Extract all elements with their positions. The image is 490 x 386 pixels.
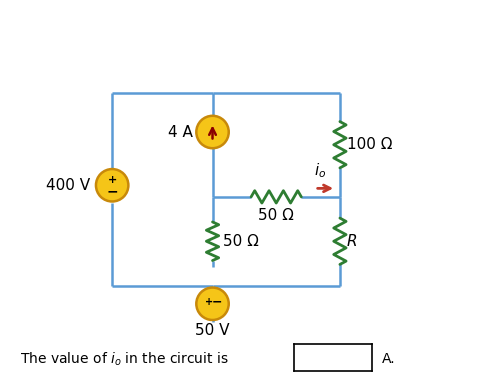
Circle shape bbox=[96, 169, 128, 201]
Text: 50 Ω: 50 Ω bbox=[223, 234, 259, 249]
Text: −: − bbox=[106, 185, 118, 198]
Text: 100 Ω: 100 Ω bbox=[347, 137, 392, 152]
Text: 50 V: 50 V bbox=[196, 323, 230, 338]
Circle shape bbox=[196, 288, 229, 320]
Text: +: + bbox=[107, 175, 117, 185]
Text: 400 V: 400 V bbox=[46, 178, 90, 193]
Circle shape bbox=[196, 116, 229, 148]
Text: −: − bbox=[212, 295, 222, 308]
Text: 50 Ω: 50 Ω bbox=[258, 208, 294, 223]
Text: A.: A. bbox=[382, 352, 396, 366]
Text: The value of $i_o$ in the circuit is: The value of $i_o$ in the circuit is bbox=[20, 350, 228, 368]
Text: +: + bbox=[205, 297, 213, 307]
Text: 4 A: 4 A bbox=[169, 125, 193, 139]
Text: $i_o$: $i_o$ bbox=[315, 161, 327, 180]
Text: R: R bbox=[347, 234, 358, 249]
